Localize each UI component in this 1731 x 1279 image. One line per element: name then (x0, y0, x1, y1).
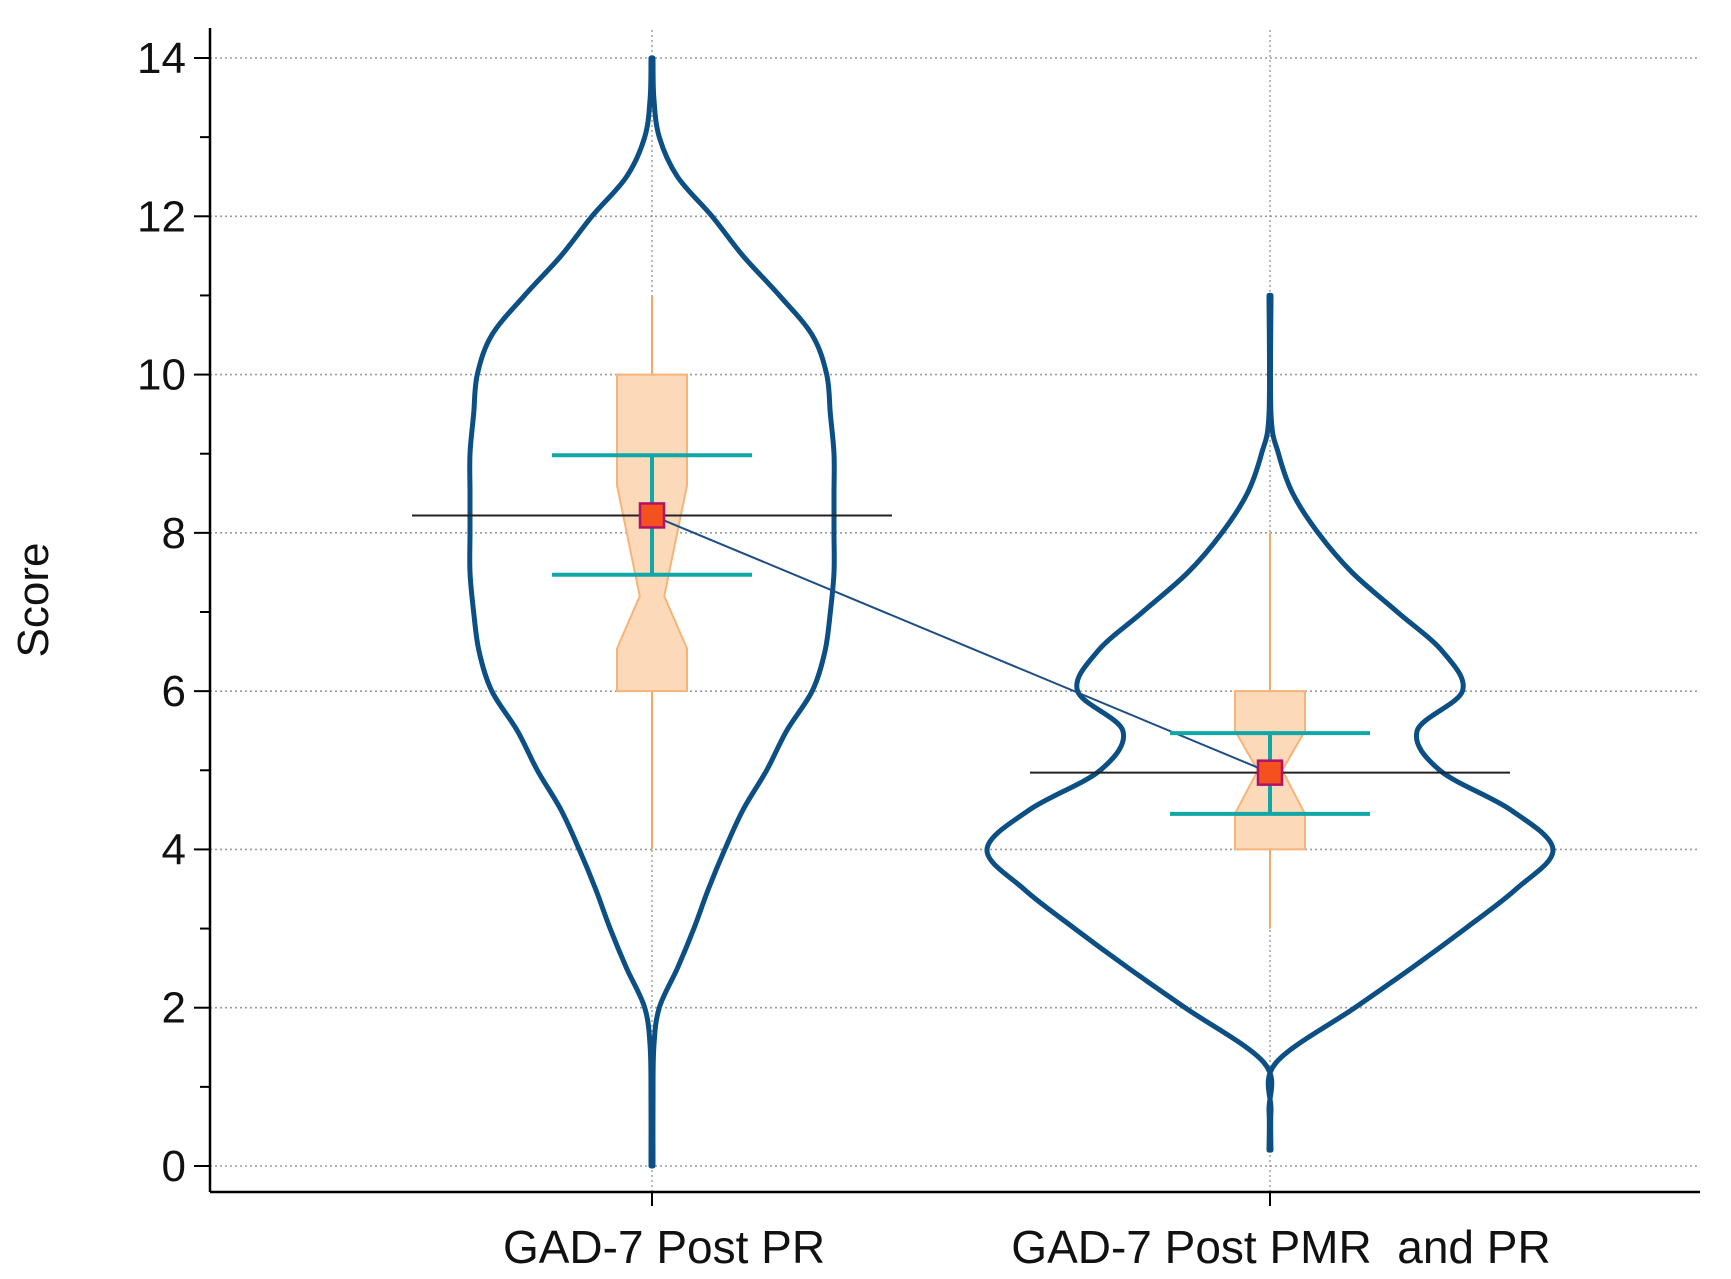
x-category-label-post-pr: GAD-7 Post PR (503, 1221, 825, 1273)
y-tick-label: 0 (162, 1142, 186, 1191)
x-category-label-post-pmr-pr: GAD-7 Post PMR and PR (1011, 1221, 1550, 1273)
y-axis-title: Score (9, 543, 58, 658)
ci-layer (412, 453, 1510, 816)
y-tick-label: 6 (162, 667, 186, 716)
mean-marker (1256, 759, 1284, 786)
mean-marker (638, 502, 666, 529)
violin-layer (467, 55, 1556, 1169)
y-tick-label: 12 (137, 192, 186, 241)
grid-layer (210, 30, 1700, 1192)
violin-outline (467, 55, 837, 1169)
y-tick-label: 4 (162, 825, 186, 874)
box-layer (616, 295, 1306, 929)
mean-connector-line (651, 514, 1271, 774)
y-tick-label: 2 (162, 984, 186, 1033)
violin-outline (984, 292, 1556, 1153)
y-tick-label: 10 (137, 351, 186, 400)
axis-layer: 0 2 4 6 8 10 12 14 (137, 28, 1700, 1206)
y-tick-label: 8 (162, 509, 186, 558)
y-tick-label: 14 (137, 34, 186, 83)
